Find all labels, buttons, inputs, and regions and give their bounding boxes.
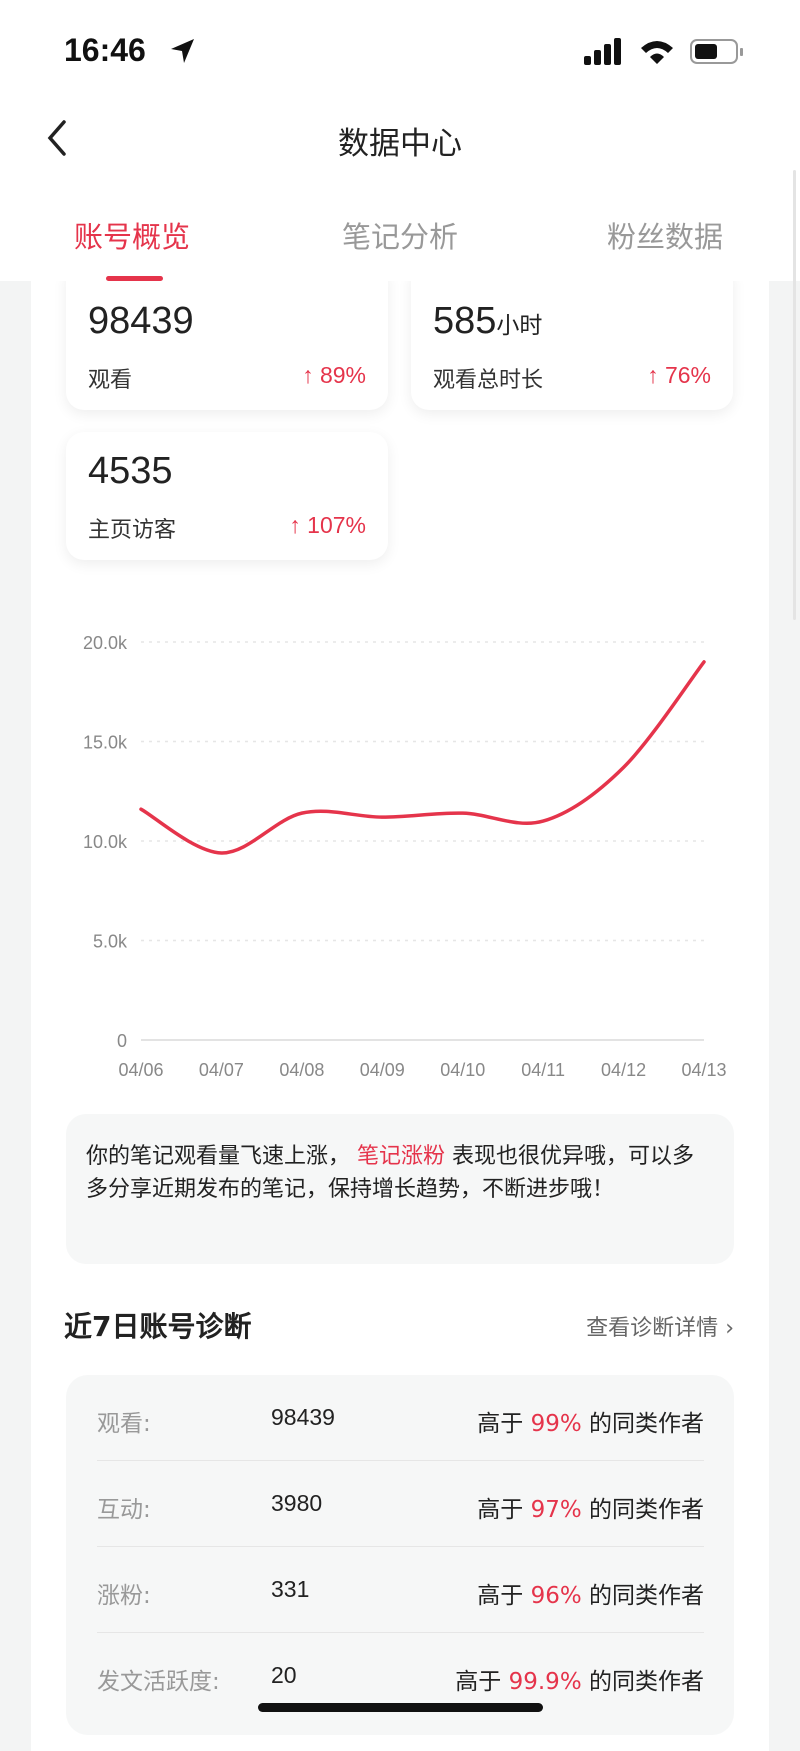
metric-card-watch-time[interactable]: 585小时 观看总时长 ↑ 76%: [411, 262, 733, 410]
row-label: 互动:: [97, 1490, 151, 1524]
x-tick-label: 04/13: [681, 1060, 726, 1080]
y-tick-label: 20.0k: [83, 633, 128, 653]
view-diagnosis-details-link[interactable]: 查看诊断详情 ›: [586, 1310, 734, 1342]
metric-card-views[interactable]: 98439 观看 ↑ 89%: [66, 262, 388, 410]
diagnosis-row: 互动: 3980 高于 97% 的同类作者: [97, 1461, 704, 1547]
y-tick-label: 10.0k: [83, 832, 128, 852]
metric-value: 585小时: [433, 300, 542, 343]
row-rank: 高于 99% 的同类作者: [477, 1404, 704, 1438]
chevron-right-icon: ›: [725, 1316, 734, 1341]
location-icon: [168, 36, 198, 66]
scrollbar[interactable]: [793, 170, 796, 620]
x-tick-label: 04/11: [521, 1060, 565, 1080]
diagnosis-row: 观看: 98439 高于 99% 的同类作者: [97, 1375, 704, 1461]
signal-icon: [584, 38, 626, 66]
row-label: 发文活跃度:: [97, 1662, 220, 1696]
x-tick-label: 04/12: [601, 1060, 646, 1080]
tab-account-overview[interactable]: 账号概览: [32, 214, 232, 256]
metric-label: 主页访客: [88, 512, 176, 544]
x-tick-label: 04/09: [360, 1060, 405, 1080]
battery-icon: [690, 38, 746, 66]
y-tick-label: 15.0k: [83, 733, 128, 753]
row-value: 3980: [271, 1490, 322, 1517]
row-label: 涨粉:: [97, 1576, 151, 1610]
y-tick-label: 5.0k: [93, 932, 128, 952]
row-rank: 高于 96% 的同类作者: [477, 1576, 704, 1610]
row-value: 20: [271, 1662, 297, 1689]
tip-highlight-link[interactable]: 笔记涨粉: [357, 1144, 445, 1169]
metric-change: ↑ 76%: [647, 362, 711, 389]
x-tick-label: 04/07: [199, 1060, 244, 1080]
metric-card-visitors[interactable]: 4535 主页访客 ↑ 107%: [66, 432, 388, 560]
x-tick-label: 04/08: [279, 1060, 324, 1080]
metric-label: 观看总时长: [433, 362, 543, 394]
row-rank: 高于 99.9% 的同类作者: [455, 1662, 704, 1696]
diagnosis-row: 涨粉: 331 高于 96% 的同类作者: [97, 1547, 704, 1633]
link-label: 查看诊断详情: [586, 1316, 718, 1341]
row-value: 331: [271, 1576, 309, 1603]
home-indicator[interactable]: [258, 1703, 543, 1712]
metric-value: 98439: [88, 300, 194, 343]
y-tick-label: 0: [117, 1031, 127, 1051]
x-tick-label: 04/06: [118, 1060, 163, 1080]
diagnosis-table: 观看: 98439 高于 99% 的同类作者 互动: 3980 高于 97% 的同类作者…: [66, 1375, 734, 1735]
tip-text: 你的笔记观看量飞速上涨，: [86, 1144, 357, 1169]
row-value: 98439: [271, 1404, 335, 1431]
page-title: 数据中心: [0, 118, 800, 163]
wifi-icon: [639, 38, 675, 66]
section-title: 近7日账号诊断: [64, 1305, 251, 1345]
metric-change: ↑ 89%: [302, 362, 366, 389]
views-series-line: [141, 662, 704, 853]
metric-change: ↑ 107%: [289, 512, 366, 539]
active-tab-indicator: [106, 276, 163, 281]
views-line-chart: 0 5.0k 10.0k 15.0k 20.0k 04/06 04/07 04/08 04/09…: [31, 600, 769, 1090]
metric-label: 观看: [88, 362, 132, 394]
tip-box: 你的笔记观看量飞速上涨， 笔记涨粉 表现也很优异哦，可以多多分享近期发布的笔记，…: [66, 1114, 734, 1264]
row-label: 观看:: [97, 1404, 151, 1438]
header: 16:46 数据中心 账号概览 笔记分析 粉丝数据: [0, 0, 800, 281]
row-rank: 高于 97% 的同类作者: [477, 1490, 704, 1524]
tab-note-analysis[interactable]: 笔记分析: [300, 214, 500, 256]
metric-value: 4535: [88, 450, 173, 493]
tab-fan-data[interactable]: 粉丝数据: [565, 214, 765, 256]
x-tick-label: 04/10: [440, 1060, 485, 1080]
status-time: 16:46: [64, 32, 146, 69]
